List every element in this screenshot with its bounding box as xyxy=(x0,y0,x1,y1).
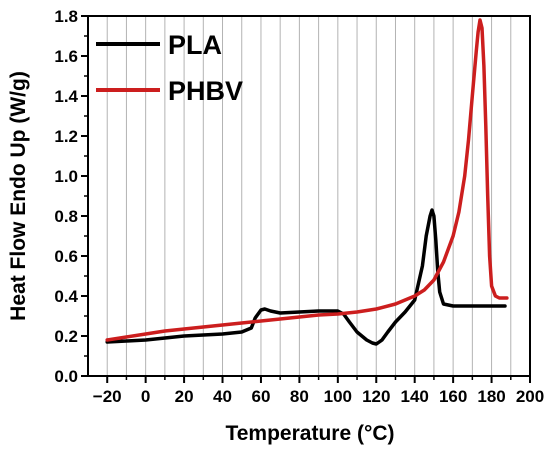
series-line-phbv xyxy=(105,18,509,342)
x-tick-label: −20 xyxy=(93,387,122,406)
x-tick-label: 40 xyxy=(213,387,232,406)
legend-label-phbv: PHBV xyxy=(168,76,243,106)
ticks: −20 0 20 40 60 80 100 120 140 160 180 200 0.0 0.2 0.4 0… xyxy=(54,7,544,406)
series-layer xyxy=(105,18,509,346)
x-tick-label: 180 xyxy=(477,387,505,406)
y-tick-label: 1.8 xyxy=(54,7,78,26)
x-tick-label: 100 xyxy=(324,387,352,406)
y-tick-label: 0.2 xyxy=(54,327,78,346)
x-tick-label: 0 xyxy=(141,387,150,406)
x-tick-label: 60 xyxy=(251,387,270,406)
y-tick-label: 1.6 xyxy=(54,47,78,66)
plot-frame xyxy=(87,15,531,377)
series-line-pla xyxy=(105,208,507,346)
x-tick-label: 80 xyxy=(290,387,309,406)
grid xyxy=(106,16,512,376)
y-tick-label: 0.8 xyxy=(54,207,78,226)
y-tick-label: 0.6 xyxy=(54,247,78,266)
y-tick-label: 1.0 xyxy=(54,167,78,186)
y-tick-label: 0.4 xyxy=(54,287,78,306)
x-tick-label: 120 xyxy=(362,387,390,406)
y-tick-label: 1.4 xyxy=(54,87,78,106)
legend: PLA PHBV xyxy=(96,30,243,106)
x-tick-label: 200 xyxy=(516,387,544,406)
y-axis-title: Heat Flow Endo Up (W/g) xyxy=(7,71,30,321)
x-tick-label: 20 xyxy=(175,387,194,406)
x-tick-label: 140 xyxy=(401,387,429,406)
x-axis-title: Temperature (°C) xyxy=(225,422,394,445)
legend-label-pla: PLA xyxy=(168,30,222,60)
x-tick-label: 160 xyxy=(439,387,467,406)
y-tick-label: 0.0 xyxy=(54,367,78,386)
y-tick-label: 1.2 xyxy=(54,127,78,146)
